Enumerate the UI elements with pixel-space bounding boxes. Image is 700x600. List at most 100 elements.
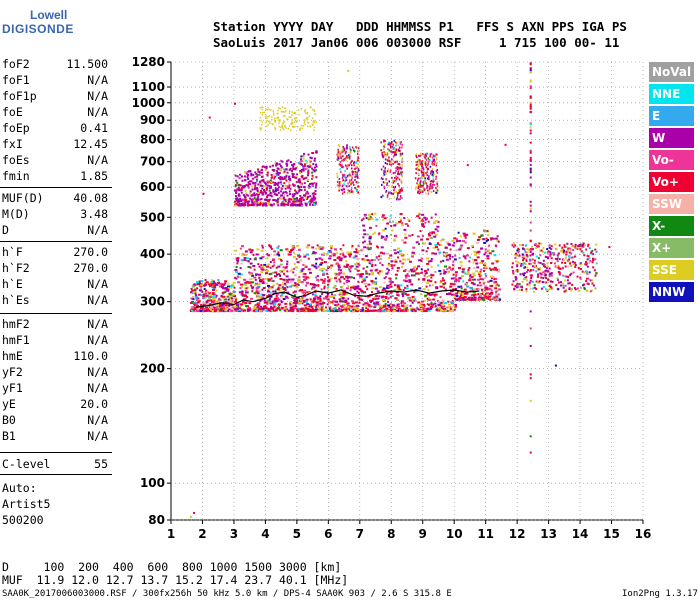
echo-point — [582, 245, 585, 248]
echo-point — [450, 301, 454, 304]
echo-point — [551, 280, 554, 283]
echo-point — [444, 245, 448, 248]
echo-point — [525, 259, 528, 262]
echo-point — [577, 266, 580, 269]
echo-point — [327, 251, 331, 254]
echo-point — [529, 377, 532, 380]
echo-point — [393, 289, 396, 292]
echo-point — [231, 310, 235, 313]
echo-point — [299, 171, 302, 174]
echo-point — [285, 110, 287, 112]
echo-point — [437, 220, 440, 223]
echo-point — [267, 263, 271, 266]
echo-point — [375, 294, 379, 297]
echo-point — [408, 234, 412, 237]
echo-point — [393, 180, 395, 183]
echo-point — [398, 289, 402, 292]
echo-point — [285, 310, 288, 313]
echo-point — [291, 204, 294, 207]
echo-point — [415, 161, 417, 164]
echo-point — [396, 288, 400, 291]
echo-point — [317, 265, 320, 268]
echo-point — [309, 106, 312, 109]
echo-point — [454, 271, 458, 274]
echo-point — [339, 271, 343, 274]
echo-point — [278, 308, 281, 311]
echo-point — [540, 287, 543, 290]
echo-point — [355, 251, 359, 254]
echo-point — [229, 303, 232, 306]
echo-point — [362, 224, 366, 227]
echo-point — [241, 286, 244, 289]
echo-point — [265, 165, 268, 168]
echo-point — [420, 190, 423, 193]
echo-point — [394, 185, 397, 188]
echo-point — [301, 291, 304, 294]
echo-point — [399, 191, 401, 194]
echo-point — [543, 263, 546, 266]
echo-point — [247, 173, 250, 176]
echo-point — [306, 307, 310, 310]
echo-point — [441, 299, 445, 302]
echo-point — [382, 252, 386, 255]
echo-point — [248, 278, 251, 281]
echo-point — [260, 171, 263, 174]
echo-point — [247, 186, 250, 189]
echo-point — [293, 252, 296, 255]
echo-point — [474, 259, 477, 262]
echo-point — [356, 146, 358, 149]
panel-divider — [0, 452, 112, 453]
echo-point — [219, 305, 222, 308]
echo-point — [523, 262, 526, 265]
echo-point — [204, 289, 207, 292]
echo-point — [243, 203, 246, 206]
echo-point — [350, 164, 353, 167]
echo-point — [583, 287, 586, 290]
echo-point — [574, 255, 577, 258]
echo-point — [354, 186, 356, 189]
echo-point — [333, 248, 337, 251]
echo-point — [285, 265, 288, 268]
echo-point — [585, 260, 588, 263]
x-tick-label: 3 — [230, 527, 238, 541]
echo-point — [349, 181, 352, 184]
echo-point — [455, 278, 458, 281]
echo-point — [314, 186, 317, 189]
echo-point — [313, 293, 317, 296]
echo-point — [404, 306, 407, 309]
echo-point — [285, 201, 288, 204]
echo-point — [275, 174, 278, 177]
echo-point — [253, 310, 257, 313]
echo-point — [586, 258, 589, 261]
echo-point — [244, 284, 248, 287]
echo-point — [259, 116, 262, 119]
echo-point — [311, 197, 314, 200]
echo-point — [417, 301, 421, 304]
echo-point — [295, 176, 298, 179]
echo-point — [390, 281, 394, 284]
echo-point — [198, 293, 202, 296]
echo-point — [422, 278, 426, 281]
echo-point — [376, 245, 379, 248]
echo-point — [363, 233, 367, 236]
echo-point — [240, 200, 243, 203]
echo-point — [300, 281, 304, 284]
echo-point — [224, 280, 228, 283]
echo-point — [561, 282, 564, 285]
param-row-d: D N/A — [2, 222, 108, 238]
echo-point — [314, 151, 317, 154]
echo-point — [401, 182, 403, 185]
echo-point — [450, 293, 454, 296]
echo-point — [424, 295, 427, 298]
echo-point — [276, 189, 279, 192]
echo-point — [253, 268, 256, 271]
echo-point — [377, 258, 380, 261]
echo-point — [455, 249, 459, 252]
echo-point — [237, 272, 241, 275]
echo-point — [298, 109, 300, 111]
echo-point — [374, 269, 378, 272]
echo-point — [262, 178, 265, 181]
echo-point — [429, 237, 433, 240]
echo-point — [329, 308, 332, 311]
echo-point — [349, 174, 351, 177]
